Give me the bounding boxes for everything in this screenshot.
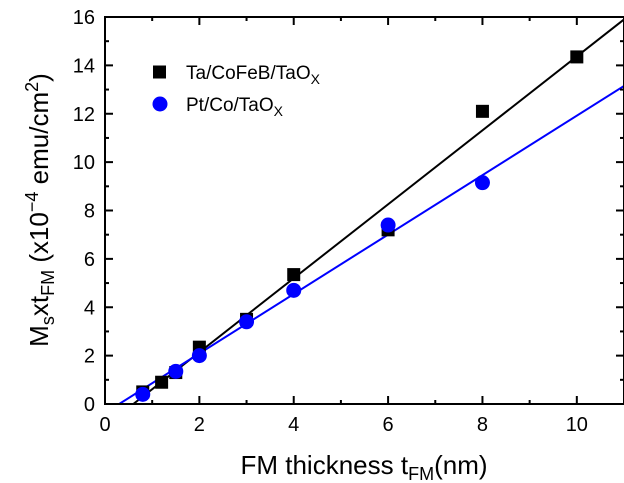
data-points [135, 50, 584, 402]
legend-marker-square [153, 65, 166, 79]
tick-labels: 0 2 4 6 8 10 0 2 4 6 8 10 12 14 16 [73, 7, 588, 436]
circle-point [239, 314, 255, 330]
legend: Ta/CoFeB/TaOX Pt/Co/TaOX [152, 63, 321, 119]
circle-point [380, 217, 396, 233]
x-tick-label: 2 [194, 414, 205, 436]
x-tick-label: 8 [477, 414, 488, 436]
y-axis-title: MsxtFM (x10−4 emu/cm2) [22, 73, 58, 347]
circle-point [474, 175, 490, 191]
circle-point [286, 282, 302, 298]
y-tick-label: 10 [73, 152, 95, 174]
x-axis-title: FM thickness tFM(nm) [240, 450, 487, 483]
x-tick-label: 6 [383, 414, 394, 436]
y-tick-label: 2 [84, 346, 95, 368]
x-tick-label: 4 [288, 414, 299, 436]
y-tick-label: 4 [84, 297, 95, 319]
x-tick-label: 0 [99, 414, 110, 436]
y-tick-label: 12 [73, 104, 95, 126]
axis-ticks [104, 16, 624, 405]
fit-line [132, 18, 624, 404]
y-tick-label: 14 [73, 55, 95, 77]
y-tick-label: 8 [84, 201, 95, 223]
y-tick-label: 6 [84, 249, 95, 271]
legend-label: Pt/Co/TaOX [186, 95, 284, 119]
square-point [155, 375, 169, 389]
square-point [570, 50, 584, 64]
circle-point [168, 363, 184, 379]
plot-frame [104, 16, 624, 405]
y-tick-label: 16 [73, 7, 95, 29]
legend-marker-circle [152, 96, 168, 112]
y-tick-label: 0 [84, 394, 95, 416]
square-point [287, 268, 301, 282]
legend-label: Ta/CoFeB/TaOX [186, 63, 321, 87]
circle-point [191, 348, 207, 364]
circle-point [135, 386, 151, 402]
square-point [475, 104, 489, 118]
x-tick-label: 10 [566, 414, 588, 436]
